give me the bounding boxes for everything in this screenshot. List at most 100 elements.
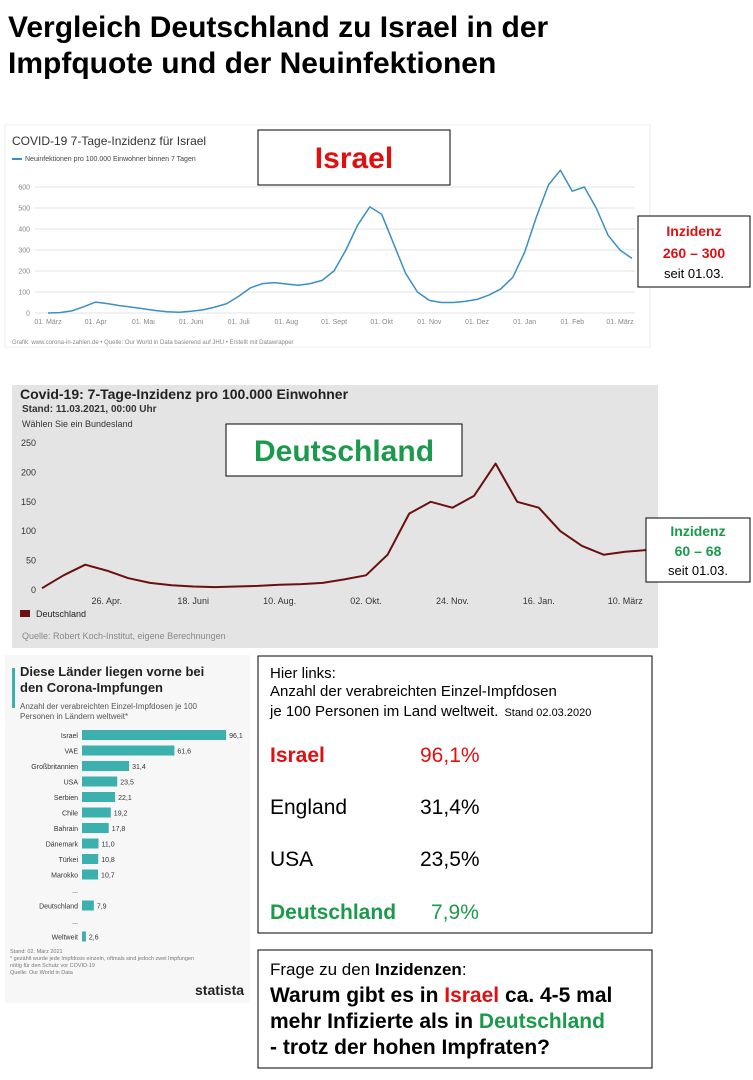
side-text: seit 01.03. [668, 563, 728, 578]
chart-title: Diese Länder liegen vorne bei den Corona… [20, 664, 205, 695]
country: Deutschland [270, 901, 396, 924]
note-box [257, 655, 653, 934]
country: Israel [270, 744, 325, 767]
value-label: 19,2 [114, 811, 128, 818]
legend-label: Deutschland [36, 609, 86, 619]
q-text: - trotz der hohen Impfraten? [270, 1036, 550, 1059]
y-tick-label: 400 [18, 226, 30, 233]
category-label: Deutschland [39, 904, 78, 911]
israel-plot: 0 100 200 300 400 500 600 01. März 01. Apr 01. Ma… [18, 169, 635, 326]
x-tick-label: 01. Dez [465, 319, 490, 326]
x-tick-label: 01. Feb [560, 319, 584, 326]
title-box: Diese Länder liegen vorne bei den Corona… [20, 664, 205, 695]
question-box [257, 949, 653, 1069]
x-tick-label: 01. Nov [417, 319, 442, 326]
category-label: Weltweit [52, 935, 78, 942]
category-label: VAE [65, 749, 79, 756]
source: Quelle: Robert Koch-Institut, eigene Ber… [22, 631, 226, 641]
x-tick-label: 02. Okt. [350, 596, 382, 606]
x-tick-label: 01. Okt [370, 319, 393, 326]
category-label: ... [72, 919, 78, 926]
x-tick-label: 10. Aug. [263, 596, 296, 606]
note: nötig für den Schutz vor COVID-19 [10, 963, 95, 969]
side-text: Inzidenz [670, 523, 725, 539]
value-label: 23,5 [120, 780, 134, 787]
subtitle-box: Anzahl der verabreichten Einzel-Impfdose… [20, 702, 197, 721]
y-tick-label: 200 [21, 467, 36, 477]
bar [82, 792, 116, 802]
y-tick-label: 0 [31, 585, 36, 595]
category-label: Türkei [59, 857, 79, 864]
value-label: 17,8 [112, 826, 126, 833]
statista-panel [5, 655, 250, 1003]
category-label: Israel [61, 733, 79, 740]
q-text: Inzidenzen [375, 960, 462, 979]
side-text: Inzidenz [666, 223, 721, 239]
bar [82, 761, 130, 771]
note-text: je 100 Personen im Land weltweit. [269, 703, 498, 720]
page-title: Vergleich Deutschland zu Israel in der I… [8, 11, 549, 80]
question-intro: Frage zu den Inzidenzen: [270, 960, 467, 979]
x-tick-label: 01. März [606, 319, 634, 326]
y-tick-label: 250 [21, 438, 36, 448]
bar [82, 869, 99, 880]
note-line: Hier links: [270, 665, 336, 682]
bar [82, 931, 86, 942]
bar [82, 745, 175, 756]
value-label: 11,0 [102, 842, 115, 849]
value-label: 22,1 [118, 795, 132, 802]
x-tick-label: 16. Jan. [523, 596, 555, 606]
overlay-label: Deutschland [254, 435, 434, 468]
q-text: Frage zu den [270, 960, 375, 979]
x-tick-label: 01. März [34, 319, 62, 326]
note: * gezählt wurde jede Impfdosis einzeln, … [10, 956, 194, 962]
x-tick-label: 26. Apr. [92, 596, 123, 606]
bar [82, 838, 99, 849]
side-box [645, 517, 751, 583]
x-tick-label: 10. März [608, 596, 644, 606]
chart-title: Covid-19: 7-Tage-Inzidenz pro 100.000 Ei… [20, 386, 349, 402]
x-tick-label: 01. Sept [321, 319, 347, 326]
line [47, 169, 633, 314]
overlay-box [257, 129, 451, 186]
side-text: 60 – 68 [675, 543, 722, 559]
country: USA [270, 848, 313, 871]
subtitle: Stand: 11.03.2021, 00:00 Uhr [22, 404, 157, 415]
q-text: ca. 4-5 mal [499, 984, 612, 1007]
q-text: mehr Infizierte als in [270, 1010, 479, 1033]
category-label: USA [64, 780, 79, 787]
category-label: Bahrain [54, 826, 78, 833]
note-stand: Stand 02.03.2020 [504, 707, 591, 719]
brand: statista [195, 982, 244, 998]
category-label: Dänemark [46, 842, 79, 849]
accent [12, 668, 15, 708]
y-tick-label: 0 [26, 310, 30, 317]
chart-title: COVID-19 7-Tage-Inzidenz für Israel [12, 134, 206, 148]
value-label: 10,8 [101, 857, 115, 864]
category-label: ... [72, 888, 78, 895]
y-tick-label: 100 [18, 289, 30, 296]
note: Stand: 02. März 2021 [10, 949, 63, 955]
q-text: Warum gibt es in [270, 984, 444, 1007]
q-text: Deutschland [479, 1010, 605, 1033]
overlay-label: Israel [315, 142, 393, 175]
x-tick-label: 01. Apr [85, 319, 108, 326]
y-tick-label: 50 [26, 556, 36, 566]
value-label: 96,1 [229, 733, 243, 740]
x-tick-label: 24. Nov. [436, 596, 469, 606]
bar [82, 730, 227, 740]
source: Grafik: www.corona-in-zahlen.de • Quelle… [12, 340, 294, 346]
y-tick-label: 600 [18, 184, 30, 191]
country: England [270, 796, 347, 819]
y-tick-label: 200 [18, 268, 30, 275]
value-label: 10,7 [101, 873, 115, 880]
x-tick-label: 01. Aug [274, 319, 298, 326]
note-line: Anzahl der verabreichten Einzel-Impfdose… [270, 683, 557, 700]
question-line: - trotz der hohen Impfraten? [270, 1036, 550, 1059]
category-label: Serbien [54, 795, 78, 802]
x-tick-label: 01. Juli [228, 319, 251, 326]
legend-swatch [20, 610, 30, 617]
question-line: Warum gibt es in Israel ca. 4-5 mal [270, 984, 612, 1007]
